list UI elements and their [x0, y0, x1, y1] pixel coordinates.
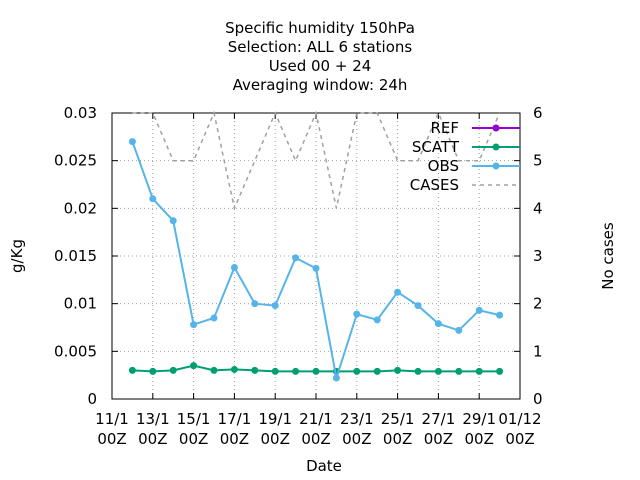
x-tick-label: 17/1 — [218, 410, 252, 428]
x-tick-sublabel: 00Z — [97, 430, 126, 448]
x-tick-sublabel: 00Z — [505, 430, 534, 448]
data-point-obs — [292, 254, 300, 262]
data-point-scatt — [292, 367, 300, 375]
x-tick-label: 11/1 — [95, 410, 129, 428]
y2-axis-ticks: 0 1 2 3 4 5 6 — [514, 104, 543, 408]
x-tick-label: 27/1 — [422, 410, 456, 428]
data-point-obs — [251, 300, 259, 308]
x-tick-label: 15/1 — [177, 410, 211, 428]
y-axis-label: g/Kg — [8, 239, 26, 273]
data-point-obs — [434, 320, 442, 328]
y-tick-label: 0.01 — [64, 295, 97, 313]
y-tick-label: 0.015 — [54, 247, 97, 265]
data-point-scatt — [169, 366, 177, 374]
data-point-obs — [496, 311, 504, 319]
legend-label-cases: CASES — [410, 176, 459, 194]
x-tick-sublabel: 00Z — [138, 430, 167, 448]
data-point-obs — [455, 326, 463, 334]
data-point-scatt — [373, 367, 381, 375]
chart-title: Specific humidity 150hPa Selection: ALL … — [225, 19, 415, 94]
y-tick-label: 0.005 — [54, 342, 97, 360]
legend-marker-obs — [492, 162, 500, 170]
x-tick-label: 01/12 — [498, 410, 541, 428]
title-line-1: Specific humidity 150hPa — [225, 19, 415, 37]
y-tick-label: 0 — [87, 390, 97, 408]
data-point-scatt — [353, 367, 361, 375]
data-point-scatt — [312, 367, 320, 375]
y2-tick-label: 3 — [533, 247, 543, 265]
data-point-scatt — [230, 365, 238, 373]
legend-marker-ref — [492, 124, 500, 132]
data-point-scatt — [434, 367, 442, 375]
y-tick-label: 0.025 — [54, 152, 97, 170]
data-point-obs — [169, 217, 177, 225]
legend-label-scatt: SCATT — [412, 138, 460, 156]
y2-tick-label: 6 — [533, 104, 543, 122]
x-tick-sublabel: 00Z — [220, 430, 249, 448]
y2-tick-label: 1 — [533, 342, 543, 360]
legend-marker-scatt — [492, 143, 500, 151]
y-tick-label: 0.02 — [64, 199, 97, 217]
y2-tick-label: 0 — [533, 390, 543, 408]
x-tick-sublabel: 00Z — [383, 430, 412, 448]
data-point-obs — [149, 195, 157, 203]
data-point-scatt — [496, 367, 504, 375]
data-point-scatt — [251, 366, 259, 374]
data-point-obs — [128, 138, 136, 146]
x-tick-sublabel: 00Z — [342, 430, 371, 448]
data-point-obs — [373, 316, 381, 324]
data-point-scatt — [271, 367, 279, 375]
data-point-scatt — [414, 367, 422, 375]
x-tick-sublabel: 00Z — [179, 430, 208, 448]
x-tick-sublabel: 00Z — [465, 430, 494, 448]
legend-label-obs: OBS — [428, 157, 459, 175]
data-point-obs — [353, 310, 361, 318]
data-point-obs — [475, 306, 483, 314]
data-point-obs — [271, 302, 279, 310]
data-point-obs — [332, 374, 340, 382]
data-point-scatt — [475, 367, 483, 375]
data-point-scatt — [128, 366, 136, 374]
y-tick-label: 0.03 — [64, 104, 97, 122]
series-line-cases — [132, 110, 501, 211]
title-line-2: Selection: ALL 6 stations — [228, 38, 413, 56]
data-point-obs — [312, 264, 320, 272]
y2-tick-label: 2 — [533, 295, 543, 313]
x-tick-sublabel: 00Z — [301, 430, 330, 448]
data-point-obs — [210, 314, 218, 322]
series-layer — [128, 110, 504, 382]
y2-tick-label: 5 — [533, 152, 543, 170]
x-axis-label: Date — [306, 457, 342, 475]
x-tick-label: 23/1 — [340, 410, 374, 428]
data-point-obs — [230, 263, 238, 271]
x-tick-label: 13/1 — [136, 410, 170, 428]
data-point-scatt — [149, 367, 157, 375]
x-axis-ticks: 11/1 00Z 13/1 00Z 15/1 00Z 17/1 00Z 19/1 00Z 21/1 0… — [95, 113, 542, 448]
data-point-obs — [190, 321, 198, 329]
x-tick-label: 19/1 — [258, 410, 292, 428]
y-axis-ticks: 0 0.005 0.01 0.015 0.02 0.025 0.03 — [54, 104, 118, 408]
data-point-scatt — [455, 367, 463, 375]
x-tick-label: 25/1 — [381, 410, 415, 428]
title-line-3: Used 00 + 24 — [269, 57, 372, 75]
data-point-obs — [394, 288, 402, 296]
x-tick-label: 29/1 — [462, 410, 496, 428]
y2-tick-label: 4 — [533, 199, 543, 217]
x-tick-sublabel: 00Z — [424, 430, 453, 448]
data-point-scatt — [210, 366, 218, 374]
y2-axis-label: No cases — [599, 222, 617, 290]
legend-label-ref: REF — [430, 119, 459, 137]
data-point-scatt — [190, 362, 198, 370]
title-line-4: Averaging window: 24h — [233, 76, 408, 94]
x-tick-label: 21/1 — [299, 410, 333, 428]
data-point-scatt — [394, 366, 402, 374]
x-tick-sublabel: 00Z — [261, 430, 290, 448]
data-point-obs — [414, 302, 422, 310]
